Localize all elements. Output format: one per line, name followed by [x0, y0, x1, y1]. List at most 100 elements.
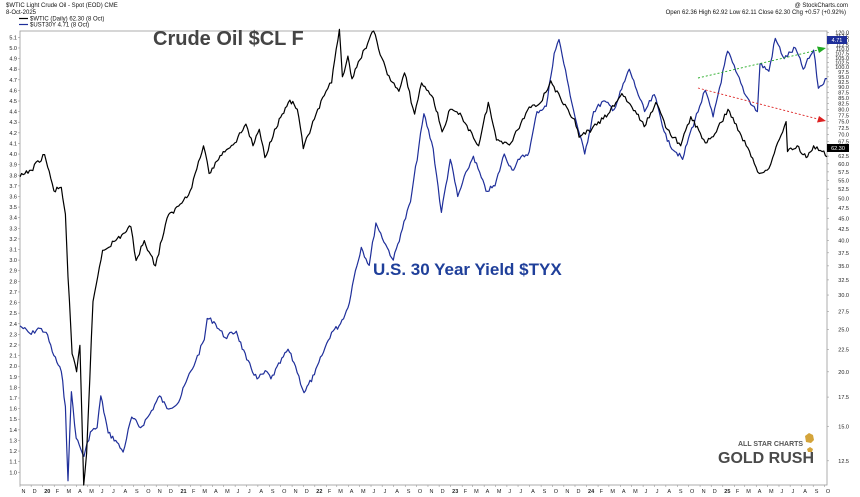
x-tick-label: F — [736, 489, 740, 495]
left-tick-label: 1.6 — [9, 407, 17, 413]
x-tick-label: A — [531, 489, 535, 495]
left-tick-label: 4.7 — [9, 78, 17, 84]
logo-line2: GOLD RUSH — [718, 450, 814, 467]
x-tick-label: J — [656, 489, 659, 495]
x-tick-label: S — [271, 489, 275, 495]
wtic-tag-box — [827, 144, 849, 152]
x-tick-label: M — [338, 489, 343, 495]
right-tick-label: 20.0 — [838, 370, 849, 376]
x-tick-label: M — [746, 489, 751, 495]
left-tick-label: 4.5 — [9, 99, 17, 105]
x-tick-label: O — [146, 489, 151, 495]
x-tick-label: D — [441, 489, 445, 495]
right-tick-label: 47.5 — [838, 206, 849, 212]
left-tick-label: 2.8 — [9, 279, 17, 285]
left-axis: 1.0 1.1 1.2 1.3 1.4 1.5 1.6 1.7 1.8 1.9 2.0 2.1 2.2 2… — [9, 35, 20, 476]
wtic-series-line — [19, 28, 828, 486]
x-tick-label: S — [135, 489, 139, 495]
left-tick-label: 2.5 — [9, 311, 17, 317]
right-tick-label: 102.5 — [835, 60, 849, 66]
right-tick-label: 77.5 — [838, 113, 849, 119]
x-tick-label: M — [610, 489, 615, 495]
x-tick-label: O — [690, 489, 695, 495]
right-tick-label: 45.0 — [838, 216, 849, 222]
left-tick-label: 2.1 — [9, 354, 17, 360]
x-tick-label: A — [395, 489, 399, 495]
x-tick-label: S — [679, 489, 683, 495]
right-tick-label: 42.5 — [838, 227, 849, 233]
right-tick-label: 60.0 — [838, 162, 849, 168]
right-tick-label: 92.5 — [838, 80, 849, 86]
right-tick-label: 85.0 — [838, 96, 849, 102]
left-tick-label: 2.9 — [9, 269, 17, 275]
x-tick-label: N — [429, 489, 433, 495]
x-tick-label: J — [384, 489, 387, 495]
x-tick-label: M — [769, 489, 774, 495]
right-tick-label: 35.0 — [838, 264, 849, 270]
right-tick-label: 62.5 — [838, 154, 849, 160]
x-tick-label: 21 — [180, 489, 186, 495]
right-tick-label: 95.0 — [838, 75, 849, 81]
x-tick-label: O — [282, 489, 287, 495]
left-tick-label: 3.3 — [9, 226, 17, 232]
x-tick-label: J — [645, 489, 648, 495]
x-tick-label: F — [328, 489, 332, 495]
left-tick-label: 3.5 — [9, 205, 17, 211]
left-tick-label: 4.2 — [9, 131, 17, 137]
x-tick-label: D — [169, 489, 173, 495]
left-tick-label: 3.4 — [9, 216, 17, 222]
x-tick-label: 23 — [452, 489, 458, 495]
x-tick-label: F — [464, 489, 468, 495]
x-tick-label: M — [361, 489, 366, 495]
plot-area — [19, 30, 828, 486]
left-tick-label: 1.3 — [9, 438, 17, 444]
x-tick-label: N — [565, 489, 569, 495]
chart-date: 8-Oct-2025 — [6, 10, 37, 16]
right-tick-label: 40.0 — [838, 239, 849, 245]
x-tick-label: J — [112, 489, 115, 495]
left-tick-label: 3.8 — [9, 173, 17, 179]
x-tick-label: 24 — [588, 489, 595, 495]
crude-oil-annotation: Crude Oil $CL F — [153, 28, 304, 50]
right-tick-label: 57.5 — [838, 170, 849, 176]
right-tick-label: 82.5 — [838, 102, 849, 108]
x-tick-label: O — [418, 489, 423, 495]
left-tick-label: 4.0 — [9, 152, 17, 158]
right-tick-label: 100.0 — [835, 65, 849, 71]
right-tick-label: 50.0 — [838, 196, 849, 202]
left-tick-label: 2.2 — [9, 343, 17, 349]
x-tick-label: O — [554, 489, 559, 495]
x-tick-label: 22 — [316, 489, 322, 495]
x-tick-label: S — [815, 489, 819, 495]
right-tick-label: 97.5 — [838, 70, 849, 76]
logo-line1: ALL STAR CHARTS — [738, 441, 803, 448]
right-tick-label: 90.0 — [838, 85, 849, 91]
series-layer — [19, 28, 828, 486]
x-tick-label: M — [202, 489, 207, 495]
left-tick-label: 5.0 — [9, 46, 17, 52]
x-tick-label: M — [633, 489, 638, 495]
red-trend-arrow — [697, 87, 819, 120]
x-tick-label: M — [67, 489, 72, 495]
x-tick-label: M — [497, 489, 502, 495]
x-tick-label: A — [758, 489, 762, 495]
x-axis: N D 20 F M A M J J A S O N D 21 F M A M J J A S O N D 22 F M A M J J A S O N… — [19, 485, 831, 495]
x-tick-label: F — [192, 489, 196, 495]
left-tick-label: 2.0 — [9, 364, 17, 370]
right-tick-label: 27.5 — [838, 310, 849, 316]
x-tick-label: A — [350, 489, 354, 495]
x-tick-label: J — [508, 489, 511, 495]
left-tick-label: 2.3 — [9, 332, 17, 338]
right-tick-label: 110.0 — [836, 47, 849, 53]
green-trend-arrow — [697, 49, 819, 79]
x-tick-label: A — [486, 489, 490, 495]
x-tick-label: N — [158, 489, 162, 495]
right-tick-label: 87.5 — [838, 90, 849, 96]
tyx-tag-text: 4.71 — [832, 38, 843, 44]
left-tick-label: 2.7 — [9, 290, 17, 296]
gold-rush-logo: ALL STAR CHARTS GOLD RUSH — [718, 433, 814, 467]
right-tick-label: 80.0 — [838, 107, 849, 113]
left-tick-label: 4.6 — [9, 88, 17, 94]
left-tick-label: 1.5 — [9, 417, 17, 423]
x-tick-label: D — [305, 489, 309, 495]
